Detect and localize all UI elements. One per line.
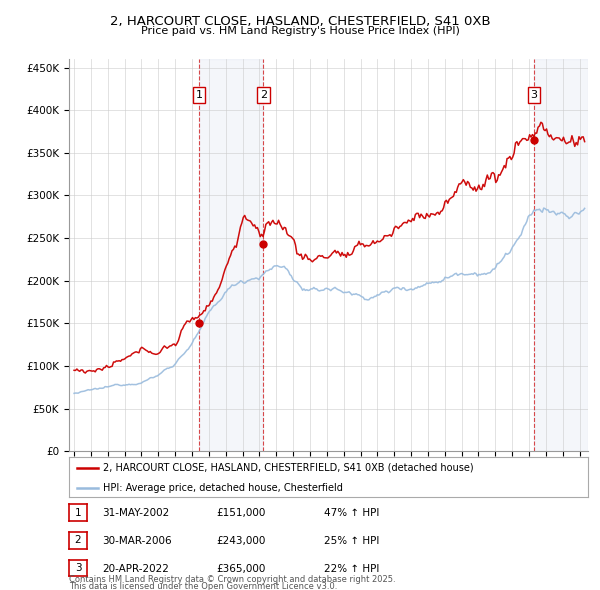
Text: 2, HARCOURT CLOSE, HASLAND, CHESTERFIELD, S41 0XB (detached house): 2, HARCOURT CLOSE, HASLAND, CHESTERFIELD… (103, 463, 473, 473)
Text: 30-MAR-2006: 30-MAR-2006 (102, 536, 172, 546)
Text: 2: 2 (74, 536, 82, 545)
Text: This data is licensed under the Open Government Licence v3.0.: This data is licensed under the Open Gov… (69, 582, 337, 590)
Text: 47% ↑ HPI: 47% ↑ HPI (324, 509, 379, 518)
Bar (534, 59, 588, 451)
Text: 1: 1 (74, 508, 82, 517)
Text: £243,000: £243,000 (216, 536, 265, 546)
Text: 2: 2 (260, 90, 267, 100)
Text: 22% ↑ HPI: 22% ↑ HPI (324, 564, 379, 573)
Text: HPI: Average price, detached house, Chesterfield: HPI: Average price, detached house, Ches… (103, 483, 343, 493)
Text: 1: 1 (196, 90, 202, 100)
Text: Price paid vs. HM Land Registry's House Price Index (HPI): Price paid vs. HM Land Registry's House … (140, 26, 460, 36)
Text: £365,000: £365,000 (216, 564, 265, 573)
Text: £151,000: £151,000 (216, 509, 265, 518)
Text: 25% ↑ HPI: 25% ↑ HPI (324, 536, 379, 546)
Text: 3: 3 (530, 90, 538, 100)
Text: 20-APR-2022: 20-APR-2022 (102, 564, 169, 573)
Text: 31-MAY-2002: 31-MAY-2002 (102, 509, 169, 518)
Text: 2, HARCOURT CLOSE, HASLAND, CHESTERFIELD, S41 0XB: 2, HARCOURT CLOSE, HASLAND, CHESTERFIELD… (110, 15, 490, 28)
Bar (199, 59, 263, 451)
Text: Contains HM Land Registry data © Crown copyright and database right 2025.: Contains HM Land Registry data © Crown c… (69, 575, 395, 584)
Text: 3: 3 (74, 563, 82, 573)
